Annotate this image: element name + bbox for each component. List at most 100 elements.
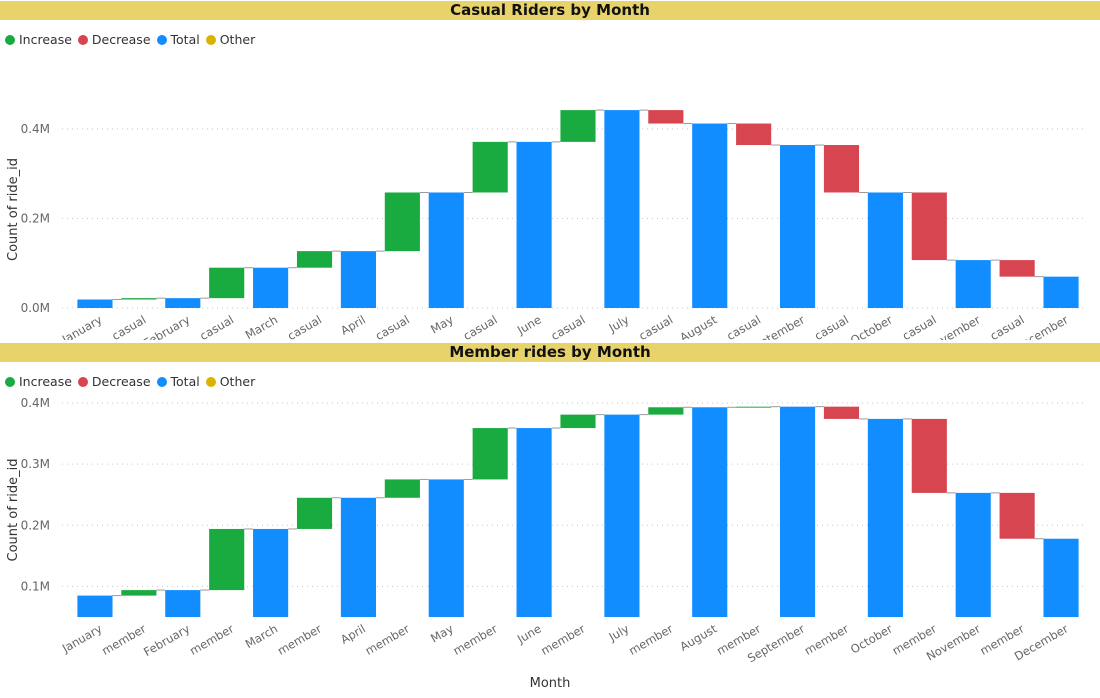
legend-increase-label: Increase	[19, 374, 72, 389]
y-tick-label: 0.2M	[21, 518, 50, 532]
total-bar	[165, 590, 201, 617]
x-tick-label: March	[243, 312, 280, 340]
increase-bar	[296, 251, 333, 268]
increase-bar	[121, 590, 157, 596]
total-bar	[516, 141, 552, 308]
total-bar	[340, 251, 376, 308]
increase-bar	[648, 407, 684, 415]
x-tick-label: January	[59, 621, 105, 656]
increase-bar	[472, 428, 508, 480]
total-bar	[692, 407, 728, 617]
y-tick-label: 0.2M	[21, 211, 50, 225]
x-tick-label: member	[187, 621, 236, 658]
chart1-legend: Increase Decrease Total Other	[5, 32, 261, 47]
legend-total[interactable]: Total	[156, 374, 200, 389]
decrease-bar	[999, 260, 1035, 277]
x-tick-label: casual	[373, 312, 412, 340]
decrease-bar	[999, 492, 1035, 539]
legend-total-label: Total	[170, 32, 200, 47]
x-tick-label: May	[428, 621, 456, 645]
decrease-bar	[648, 110, 684, 124]
x-tick-label: April	[338, 621, 368, 646]
x-tick-label: member	[802, 621, 851, 658]
legend-other[interactable]: Other	[205, 32, 256, 47]
chart2-legend: Increase Decrease Total Other	[5, 374, 261, 389]
legend-decrease-label: Decrease	[91, 32, 151, 47]
x-tick-label: casual	[636, 312, 675, 340]
decrease-bar	[911, 418, 947, 493]
decrease-dot-icon	[77, 34, 88, 45]
x-tick-label: May	[428, 312, 456, 336]
legend-increase[interactable]: Increase	[5, 32, 72, 47]
increase-bar	[209, 267, 245, 299]
x-tick-label: casual	[461, 312, 500, 340]
x-tick-label: member	[363, 621, 412, 658]
x-tick-label: casual	[109, 312, 148, 340]
total-bar	[340, 497, 376, 617]
x-tick-label: member	[99, 621, 148, 658]
decrease-bar	[823, 406, 860, 419]
x-tick-label: August	[677, 312, 719, 340]
x-tick-label: February	[141, 621, 192, 659]
increase-bar	[209, 528, 245, 591]
legend-decrease[interactable]: Decrease	[77, 374, 151, 389]
y-tick-label: 0.3M	[21, 457, 50, 471]
total-bar	[253, 267, 289, 308]
x-tick-label: October	[848, 312, 895, 340]
x-tick-label: casual	[197, 312, 236, 340]
x-tick-label: casual	[724, 312, 763, 340]
x-tick-label: casual	[812, 312, 851, 340]
legend-increase[interactable]: Increase	[5, 374, 72, 389]
legend-total[interactable]: Total	[156, 32, 200, 47]
total-bar	[604, 414, 640, 617]
y-tick-label: 0.1M	[21, 579, 50, 593]
x-axis-title: Month	[529, 676, 571, 691]
legend-other-label: Other	[219, 374, 256, 389]
x-tick-label: June	[514, 621, 544, 646]
legend-decrease[interactable]: Decrease	[77, 32, 151, 47]
increase-bar	[736, 406, 772, 408]
total-bar	[780, 406, 816, 617]
total-bar	[955, 260, 991, 308]
total-bar	[867, 418, 903, 617]
y-tick-label: 0.4M	[21, 122, 50, 136]
increase-bar	[296, 497, 333, 529]
total-bar	[253, 528, 289, 617]
decrease-dot-icon	[77, 376, 88, 387]
total-bar	[692, 123, 728, 308]
x-tick-label: June	[514, 312, 544, 337]
total-bar	[1043, 276, 1079, 308]
legend-total-label: Total	[170, 374, 200, 389]
total-dot-icon	[156, 34, 167, 45]
legend-other[interactable]: Other	[205, 374, 256, 389]
total-bar	[77, 299, 113, 308]
x-tick-label: member	[626, 621, 675, 658]
y-axis-label: Count of ride_id	[6, 158, 21, 261]
y-tick-label: 0.4M	[21, 396, 50, 410]
x-tick-label: casual	[988, 312, 1027, 340]
x-tick-label: July	[606, 312, 632, 335]
decrease-bar	[736, 123, 772, 146]
total-dot-icon	[156, 376, 167, 387]
x-tick-label: member	[275, 621, 324, 658]
chart2-title: Member rides by Month	[0, 343, 1100, 362]
increase-bar	[121, 298, 157, 300]
total-bar	[428, 479, 464, 617]
increase-bar	[560, 414, 596, 429]
legend-decrease-label: Decrease	[91, 374, 151, 389]
increase-bar	[560, 110, 596, 142]
x-tick-label: July	[606, 621, 632, 644]
chart1-title: Casual Riders by Month	[0, 1, 1100, 20]
y-axis-label: Count of ride_id	[6, 459, 21, 562]
x-tick-label: casual	[285, 312, 324, 340]
legend-increase-label: Increase	[19, 32, 72, 47]
legend-other-label: Other	[219, 32, 256, 47]
total-bar	[165, 298, 201, 308]
total-bar	[428, 192, 464, 308]
total-bar	[780, 145, 816, 308]
x-tick-label: April	[338, 312, 368, 337]
x-tick-label: February	[141, 312, 192, 340]
x-tick-label: casual	[549, 312, 588, 340]
